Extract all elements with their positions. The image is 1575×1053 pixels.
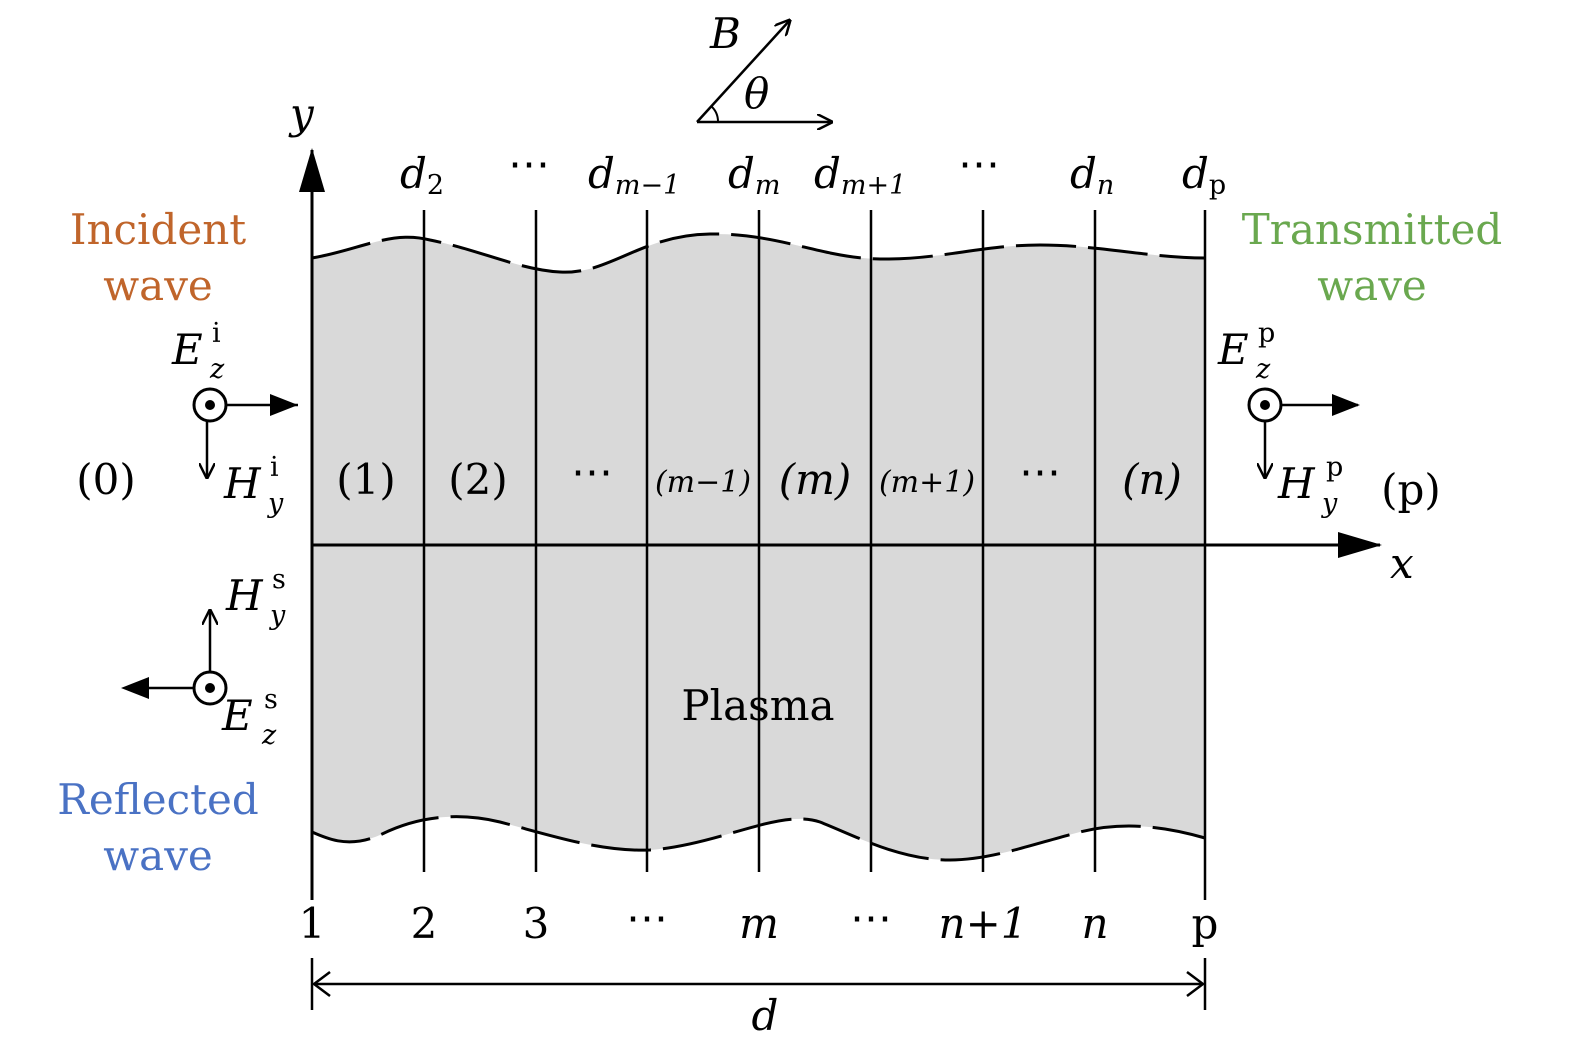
transmitted-e-sup: p (1258, 318, 1275, 349)
plasma-label: Plasma (681, 681, 834, 730)
transmitted-h-sub: y (1321, 488, 1338, 519)
bottom-label-m: m (739, 899, 779, 948)
incident-e-sub: z (209, 354, 225, 385)
incident-h-sub: y (267, 488, 284, 519)
transmitted-label-line1: Transmitted (1242, 205, 1503, 254)
region-dots-2: ⋯ (1019, 447, 1061, 496)
transmitted-h-field-label: H (1277, 459, 1316, 508)
region-dots-1: ⋯ (571, 447, 613, 496)
transmitted-e-field-label: E (1217, 325, 1249, 374)
thickness-label: d (752, 991, 779, 1040)
y-axis-label: y (288, 89, 315, 138)
x-axis-label: x (1390, 539, 1414, 588)
top-label-dp: dp (1182, 149, 1226, 201)
reflected-label-line1: Reflected (57, 775, 259, 824)
region-p: (p) (1381, 465, 1441, 514)
bottom-label-n+1: n+1 (939, 899, 1028, 948)
top-label-dm+1: dm+1 (814, 149, 906, 201)
reflected-h-sub: y (269, 600, 286, 631)
region-m+1: (m+1) (879, 465, 975, 500)
bottom-label-dots-1: ⋯ (626, 893, 668, 942)
top-label-dn: dn (1070, 149, 1114, 201)
reflected-e-field-label: E (221, 691, 253, 740)
incident-e-sup: i (212, 318, 221, 349)
top-label-dm-1: dm−1 (588, 149, 680, 201)
bottom-label-dots-2: ⋯ (850, 893, 892, 942)
boundary-lines (422, 210, 1207, 900)
thickness-dimension: d (310, 958, 1207, 1040)
transmitted-h-sup: p (1326, 452, 1343, 483)
bottom-label-3: 3 (523, 899, 550, 948)
top-label-dm: dm (728, 149, 781, 201)
region-1: (1) (336, 455, 396, 504)
reflected-e-sup: s (264, 684, 278, 715)
region-2: (2) (448, 455, 508, 504)
incident-label-line1: Incident (70, 205, 246, 254)
transmitted-wave: Transmitted wave E p z H p y (1217, 205, 1502, 519)
reflected-h-field-label: H (225, 571, 264, 620)
region-labels: (0) (1) (2) ⋯ (m−1) (m) (m+1) ⋯ (n) (p) (76, 447, 1441, 514)
transmitted-e-sub: z (1255, 354, 1271, 385)
bottom-label-1: 1 (299, 899, 326, 948)
bottom-label-p: p (1192, 899, 1219, 948)
transmitted-label-line2: wave (1317, 261, 1427, 310)
top-label-dots-1: ⋯ (508, 139, 550, 188)
b-field-label: B (709, 9, 741, 58)
bottom-boundary-labels: 1 2 3 ⋯ m ⋯ n+1 n p (299, 893, 1219, 948)
reflected-label-line2: wave (103, 831, 213, 880)
top-label-dots-2: ⋯ (958, 139, 1000, 188)
bottom-label-2: 2 (411, 899, 438, 948)
plasma-top-boundary (311, 232, 1206, 274)
incident-h-sup: i (270, 452, 279, 483)
region-m-1: (m−1) (655, 465, 751, 500)
region-0: (0) (76, 455, 136, 504)
incident-wave: Incident wave E i z H i y (70, 205, 298, 519)
reflected-e-sub: z (261, 720, 277, 751)
reflected-wave: H s y E s z Reflected wave (57, 564, 286, 880)
bottom-label-n: n (1081, 899, 1108, 948)
incident-h-field-label: H (223, 459, 262, 508)
region-m: (m) (779, 455, 852, 504)
magnetic-field-indicator: B θ (696, 9, 832, 122)
theta-label: θ (744, 69, 769, 118)
top-label-d2: d2 (400, 149, 444, 201)
region-n: (n) (1122, 455, 1182, 504)
reflected-h-sup: s (272, 564, 286, 595)
incident-label-line2: wave (103, 261, 213, 310)
incident-e-field-label: E (171, 325, 203, 374)
top-boundary-labels: d2 ⋯ dm−1 dm dm+1 ⋯ dn dp (400, 139, 1226, 201)
